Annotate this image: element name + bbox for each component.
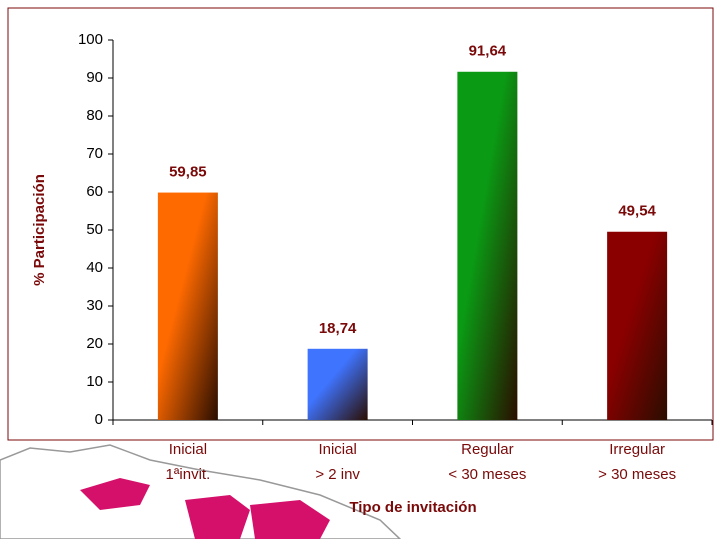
- data-label: 91,64: [469, 43, 507, 60]
- x-tick-label: 1ªinvit.: [166, 466, 211, 483]
- data-label: 49,54: [618, 203, 656, 220]
- x-tick-label: > 2 inv: [315, 466, 360, 483]
- data-label: 18,74: [319, 320, 357, 337]
- map-decoration: [0, 444, 402, 539]
- bar: [607, 231, 668, 420]
- y-tick-label: 10: [86, 373, 103, 390]
- data-label: 59,85: [169, 164, 207, 181]
- x-tick-label: Inicial: [318, 441, 356, 458]
- x-tick-label: > 30 meses: [598, 466, 676, 483]
- y-axis-title: % Participación: [31, 174, 48, 286]
- bar: [307, 348, 368, 420]
- bar: [457, 71, 518, 420]
- y-tick-label: 70: [86, 145, 103, 162]
- x-tick-label: Regular: [461, 441, 514, 458]
- y-tick-label: 90: [86, 69, 103, 86]
- x-tick-label: < 30 meses: [448, 466, 526, 483]
- x-tick-label: Irregular: [609, 441, 665, 458]
- y-tick-label: 0: [95, 411, 103, 428]
- y-tick-label: 100: [78, 31, 103, 48]
- x-tick-label: Inicial: [169, 441, 207, 458]
- y-tick-label: 50: [86, 221, 103, 238]
- x-axis-title: Tipo de invitación: [349, 499, 476, 516]
- bar: [157, 192, 218, 420]
- y-tick-label: 80: [86, 107, 103, 124]
- y-tick-label: 60: [86, 183, 103, 200]
- y-tick-label: 20: [86, 335, 103, 352]
- y-tick-label: 30: [86, 297, 103, 314]
- y-tick-label: 40: [86, 259, 103, 276]
